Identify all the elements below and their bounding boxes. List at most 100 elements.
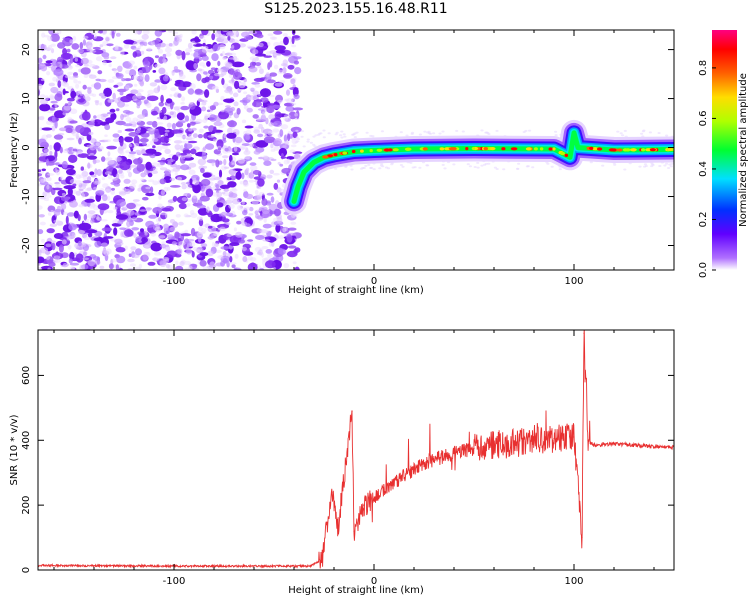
noise-blob — [203, 125, 209, 129]
noise-blob — [114, 156, 122, 162]
noise-blob — [39, 126, 43, 131]
noise-blob — [191, 251, 195, 258]
noise-blob — [159, 211, 168, 216]
noise-speckle — [466, 163, 470, 166]
noise-speckle — [670, 162, 674, 165]
noise-blob — [245, 167, 250, 172]
noise-blob — [68, 76, 76, 80]
noise-blob — [205, 131, 216, 135]
noise-blob — [129, 263, 136, 267]
noise-blob — [221, 77, 225, 86]
noise-blob — [263, 217, 267, 223]
noise-blob — [267, 41, 271, 47]
noise-blob — [99, 265, 105, 269]
noise-blob — [45, 95, 49, 101]
noise-blob — [46, 134, 52, 138]
noise-blob — [110, 56, 117, 60]
noise-blob — [117, 130, 123, 133]
signal-hotspot — [501, 147, 506, 151]
noise-blob — [96, 114, 104, 119]
noise-speckle — [312, 135, 316, 138]
noise-blob — [248, 179, 255, 183]
noise-blob — [114, 238, 123, 244]
noise-blob — [249, 56, 257, 61]
noise-blob — [107, 98, 113, 103]
noise-speckle — [648, 131, 653, 134]
noise-blob — [246, 45, 252, 49]
noise-blob — [256, 33, 264, 39]
noise-speckle — [480, 164, 484, 167]
noise-blob — [223, 98, 235, 103]
noise-speckle — [365, 131, 369, 134]
snr-data-point — [93, 565, 95, 567]
noise-blob — [53, 255, 61, 260]
noise-blob — [157, 203, 163, 208]
noise-blob — [180, 102, 185, 105]
noise-blob — [258, 206, 268, 211]
noise-blob — [268, 236, 275, 243]
noise-blob — [129, 164, 137, 168]
noise-speckle — [401, 165, 405, 168]
noise-blob — [220, 109, 225, 113]
noise-blob — [141, 34, 149, 40]
noise-blob — [229, 262, 237, 265]
noise-blob — [229, 52, 237, 56]
noise-blob — [287, 227, 297, 231]
noise-blob — [231, 152, 240, 156]
noise-blob — [154, 30, 163, 37]
noise-blob — [74, 95, 79, 101]
noise-blob — [268, 203, 278, 211]
noise-blob — [81, 111, 91, 121]
noise-blob — [276, 179, 281, 183]
noise-blob — [267, 62, 271, 70]
noise-blob — [225, 105, 231, 108]
noise-speckle — [312, 143, 316, 146]
noise-blob — [229, 256, 233, 263]
noise-blob — [211, 161, 215, 167]
noise-blob — [126, 202, 136, 210]
noise-blob — [194, 88, 203, 95]
noise-blob — [270, 148, 276, 152]
noise-speckle — [667, 167, 671, 169]
noise-blob — [69, 39, 74, 44]
signal-hotspot — [589, 146, 594, 150]
noise-blob — [38, 173, 43, 177]
snr-data-point — [331, 491, 333, 493]
noise-blob — [40, 78, 46, 82]
noise-blob — [287, 245, 297, 249]
noise-blob — [252, 114, 259, 119]
noise-blob — [221, 70, 227, 76]
noise-blob — [131, 227, 140, 231]
noise-blob — [199, 260, 207, 267]
noise-blob — [125, 117, 132, 122]
noise-blob — [227, 181, 237, 188]
noise-blob — [73, 200, 77, 204]
noise-blob — [145, 66, 150, 72]
noise-blob — [225, 212, 234, 217]
noise-blob — [79, 264, 85, 270]
noise-blob — [58, 244, 64, 253]
signal-hotspot — [564, 153, 569, 157]
noise-blob — [226, 261, 230, 268]
noise-blob — [248, 213, 254, 216]
noise-blob — [68, 154, 78, 163]
noise-blob — [108, 63, 112, 68]
noise-blob — [258, 68, 264, 75]
noise-blob — [57, 80, 62, 88]
noise-blob — [191, 30, 197, 35]
noise-blob — [139, 138, 149, 143]
noise-blob — [49, 107, 56, 111]
noise-blob — [276, 217, 283, 224]
snr-data-point — [593, 444, 595, 446]
noise-blob — [200, 185, 205, 192]
noise-blob — [190, 83, 196, 90]
noise-blob — [75, 83, 80, 89]
colorbar: 0.0 0.2 0.4 0.6 0.8 Normalized spectral ampl… — [698, 30, 749, 278]
noise-speckle — [516, 167, 520, 170]
noise-speckle — [432, 132, 436, 135]
noise-blob — [162, 57, 166, 64]
noise-blob — [202, 118, 208, 124]
noise-blob — [155, 145, 163, 152]
noise-blob — [283, 36, 289, 46]
noise-blob — [104, 171, 112, 176]
